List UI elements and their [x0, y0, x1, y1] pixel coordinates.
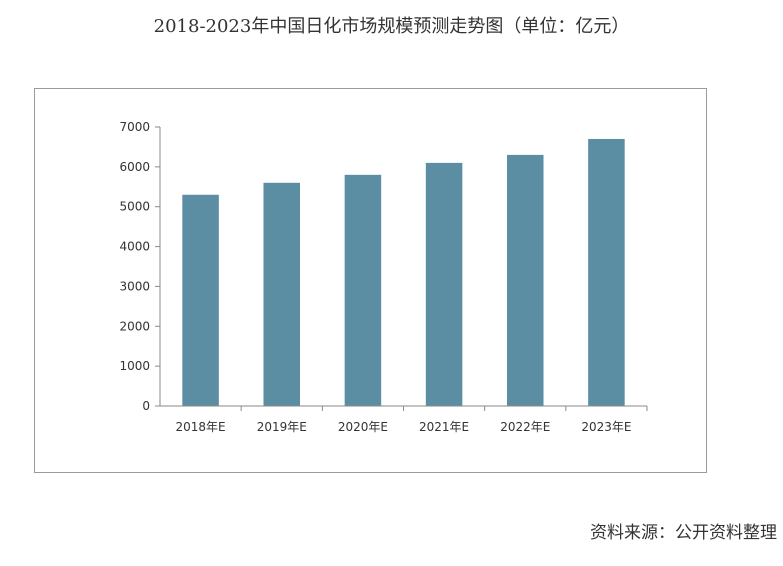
x-tick-label: 2021年E — [419, 420, 469, 434]
source-note: 资料来源：公开资料整理 — [590, 523, 777, 543]
y-tick-label: 7000 — [119, 120, 150, 134]
y-tick-label: 1000 — [119, 359, 150, 373]
bar-1 — [182, 194, 219, 406]
x-tick-label: 2020年E — [338, 420, 388, 434]
y-axis-ticks: 0 1000 2000 3000 4000 5000 6000 7000 — [119, 120, 160, 413]
bar-6 — [588, 138, 625, 406]
y-tick-label: 6000 — [119, 160, 150, 174]
y-tick-label: 0 — [142, 399, 150, 413]
y-tick-label: 5000 — [119, 200, 150, 214]
x-tick-label: 2023年E — [581, 420, 631, 434]
bar-4 — [425, 162, 463, 406]
x-axis-ticks: 2018年E 2019年E 2020年E 2021年E 2022年E 2023年E — [176, 406, 648, 434]
bar-5 — [506, 154, 544, 406]
y-tick-label: 3000 — [119, 279, 150, 293]
bar-3 — [344, 174, 382, 406]
x-tick-label: 2018年E — [176, 420, 226, 434]
x-tick-label: 2022年E — [500, 420, 550, 434]
y-tick-label: 2000 — [119, 319, 150, 333]
bars — [182, 138, 625, 406]
page-title: 2018-2023年中国日化市场规模预测走势图（单位：亿元） — [153, 16, 630, 37]
y-tick-label: 4000 — [119, 240, 150, 254]
x-tick-label: 2019年E — [257, 420, 307, 434]
bar-2 — [263, 182, 301, 406]
